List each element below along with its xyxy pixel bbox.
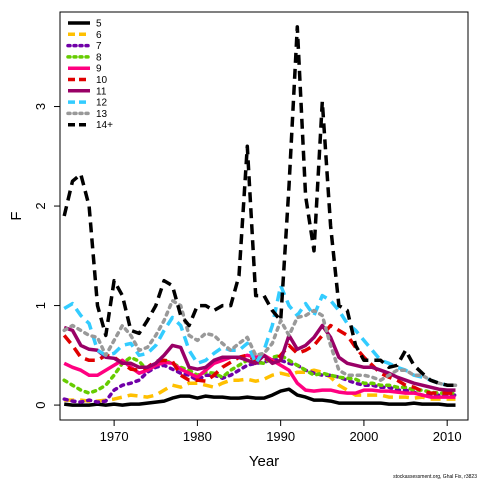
x-axis-title: Year: [249, 453, 279, 470]
y-tick-label-2: 2: [33, 202, 48, 209]
legend-label-9: 14+: [96, 120, 113, 131]
plot-frame: [59, 11, 469, 421]
legend-label-4: 9: [96, 64, 102, 75]
y-tick-label-0: 0: [33, 401, 48, 408]
series-line-0: [63, 387, 456, 407]
y-tick-label-3: 3: [33, 103, 48, 110]
legend-label-6: 11: [96, 86, 107, 97]
legend-label-8: 13: [96, 109, 108, 120]
series-line-3: [62, 353, 458, 395]
x-tick-label-0: 1970: [100, 429, 129, 444]
legend-label-5: 10: [96, 75, 108, 86]
series-line-1: [64, 368, 456, 403]
series-line-8: [62, 298, 458, 387]
legend-label-3: 8: [96, 52, 102, 63]
credit-text: stockassessment.org, Ghal Fix, r3823: [393, 474, 477, 480]
y-tick-label-1: 1: [33, 302, 48, 309]
x-tick-label-3: 2000: [349, 429, 378, 444]
legend-label-1: 6: [96, 30, 102, 41]
x-tick-label-2: 1990: [266, 429, 295, 444]
y-axis: 0 1 2 3: [33, 103, 60, 409]
x-axis: 1970 1980 1990 2000 2010: [100, 420, 462, 444]
legend-label-0: 5: [96, 19, 102, 30]
legend-label-7: 12: [96, 98, 108, 109]
x-tick-label-4: 2010: [433, 429, 462, 444]
series-line-9: [62, 25, 456, 387]
series-line-7: [63, 283, 456, 387]
x-tick-label-1: 1980: [183, 429, 212, 444]
series-line-5: [62, 323, 456, 395]
legend-label-2: 7: [96, 41, 102, 52]
series-layer: [62, 25, 458, 407]
y-axis-title: F: [8, 211, 25, 220]
